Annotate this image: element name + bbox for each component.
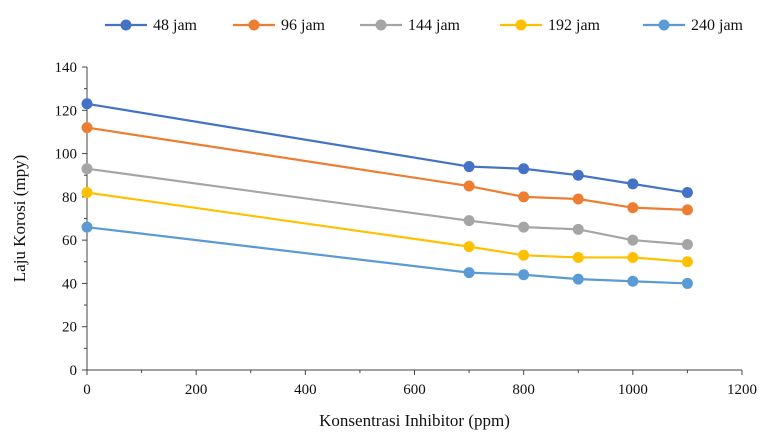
y-tick-label: 80: [62, 190, 77, 206]
data-point: [518, 191, 530, 203]
legend-label: 192 jam: [548, 17, 601, 34]
legend-marker: [248, 19, 260, 31]
data-point: [81, 163, 93, 175]
series-line: [86, 191, 688, 263]
series-3: [81, 187, 693, 268]
series-line: [86, 102, 688, 194]
data-point: [572, 251, 584, 263]
y-tick-label: 40: [62, 276, 77, 292]
data-point: [627, 202, 639, 214]
legend-label: 96 jam: [281, 17, 326, 34]
series-line: [86, 126, 688, 211]
data-point: [572, 193, 584, 205]
y-tick-label: 100: [55, 147, 78, 163]
data-point: [627, 178, 639, 190]
data-point: [572, 273, 584, 285]
data-point: [463, 180, 475, 192]
x-tick-label: 600: [403, 382, 426, 398]
legend-label: 144 jam: [408, 17, 461, 34]
data-point: [681, 238, 693, 250]
series-layer: [81, 98, 693, 289]
data-point: [518, 249, 530, 261]
data-point: [681, 187, 693, 199]
y-tick-label: 140: [55, 60, 78, 76]
data-point: [572, 223, 584, 235]
x-tick-label: 1200: [727, 382, 757, 398]
series-line: [86, 167, 688, 246]
data-point: [627, 275, 639, 287]
x-axis-title: Konsentrasi Inhibitor (ppm): [319, 411, 510, 430]
data-point: [463, 215, 475, 227]
legend-item: 144 jam: [360, 17, 461, 34]
data-point: [518, 221, 530, 233]
data-point: [627, 251, 639, 263]
data-point: [518, 269, 530, 281]
y-axis-title: Laju Korosi (mpy): [10, 155, 29, 282]
y-tick-label: 120: [55, 103, 78, 119]
axes: 0 20 40 60 80 100 120 140 0 200 400 600 800 1000 1200: [55, 60, 758, 398]
legend-label: 240 jam: [691, 17, 744, 34]
data-point: [518, 163, 530, 175]
data-point: [681, 277, 693, 289]
x-tick-label: 1000: [618, 382, 648, 398]
series-line: [86, 226, 688, 285]
series-0: [81, 98, 693, 199]
y-tick-label: 0: [70, 363, 78, 379]
data-point: [81, 98, 93, 110]
legend-marker: [515, 19, 527, 31]
data-point: [463, 267, 475, 279]
data-point: [463, 241, 475, 253]
data-point: [681, 204, 693, 216]
data-point: [81, 221, 93, 233]
data-point: [572, 169, 584, 181]
y-tick-label: 60: [62, 233, 77, 249]
data-point: [627, 234, 639, 246]
legend: 48 jam 96 jam 144 jam 192 jam 240 jam: [105, 17, 744, 34]
data-point: [463, 161, 475, 173]
legend-marker: [658, 19, 670, 31]
x-tick-label: 200: [185, 382, 208, 398]
y-tick-label: 20: [62, 320, 77, 336]
data-point: [681, 256, 693, 268]
legend-marker: [375, 19, 387, 31]
series-2: [81, 163, 693, 250]
x-tick-label: 800: [512, 382, 535, 398]
legend-label: 48 jam: [153, 17, 198, 34]
series-1: [81, 122, 693, 216]
x-tick-label: 0: [83, 382, 91, 398]
legend-item: 192 jam: [500, 17, 601, 34]
data-point: [81, 187, 93, 199]
legend-item: 48 jam: [105, 17, 198, 34]
x-tick-label: 400: [294, 382, 317, 398]
legend-marker: [120, 19, 132, 31]
legend-item: 96 jam: [233, 17, 326, 34]
series-4: [81, 221, 693, 289]
data-point: [81, 122, 93, 134]
legend-item: 240 jam: [643, 17, 744, 34]
